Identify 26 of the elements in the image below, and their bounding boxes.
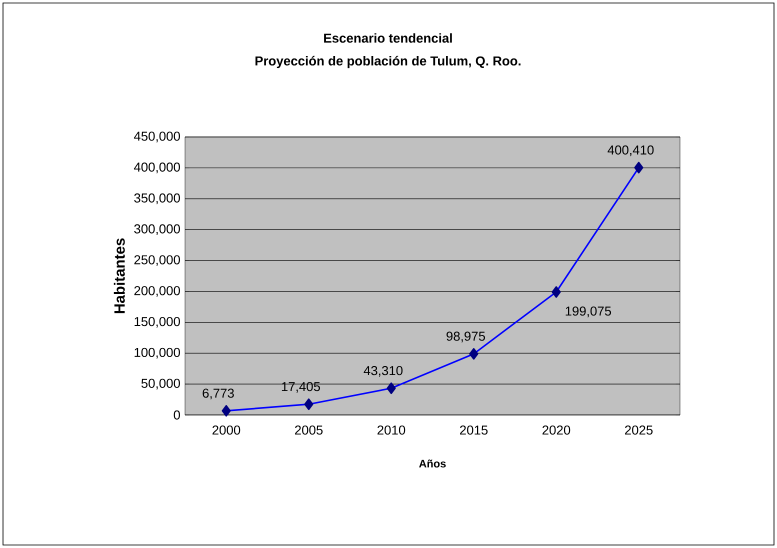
chart-title: Escenario tendencial [324,33,452,43]
x-tick-label: 2025 [625,425,653,435]
y-tick-label: 100,000 [134,348,180,359]
data-label: 98,975 [446,332,486,342]
data-label: 17,405 [282,382,320,393]
y-axis-title: Habitantes [114,238,125,314]
y-tick-label: 300,000 [134,224,180,236]
y-tick-label: 400,000 [134,162,180,174]
y-tick-label: 150,000 [134,316,180,328]
y-tick-label: 450,000 [134,132,180,142]
x-tick-label: 2005 [295,425,323,435]
x-axis-title: Años [419,460,446,468]
y-tick-label: 0 [174,410,180,420]
data-label: 6,773 [202,388,234,400]
x-tick-label: 2010 [378,425,406,435]
y-tick-label: 50,000 [141,378,180,390]
x-tick-label: 2020 [542,425,570,435]
y-tick-label: 350,000 [134,193,180,204]
y-tick-label: 200,000 [134,286,180,297]
data-label: 400,410 [608,145,654,156]
x-tick-label: 2000 [212,425,240,435]
data-label: 43,310 [364,366,403,377]
data-label: 199,075 [566,306,612,318]
y-tick-label: 250,000 [134,255,180,266]
x-tick-label: 2015 [460,425,488,435]
chart-subtitle: Proyección de población de Tulum, Q. Roo. [256,56,520,68]
